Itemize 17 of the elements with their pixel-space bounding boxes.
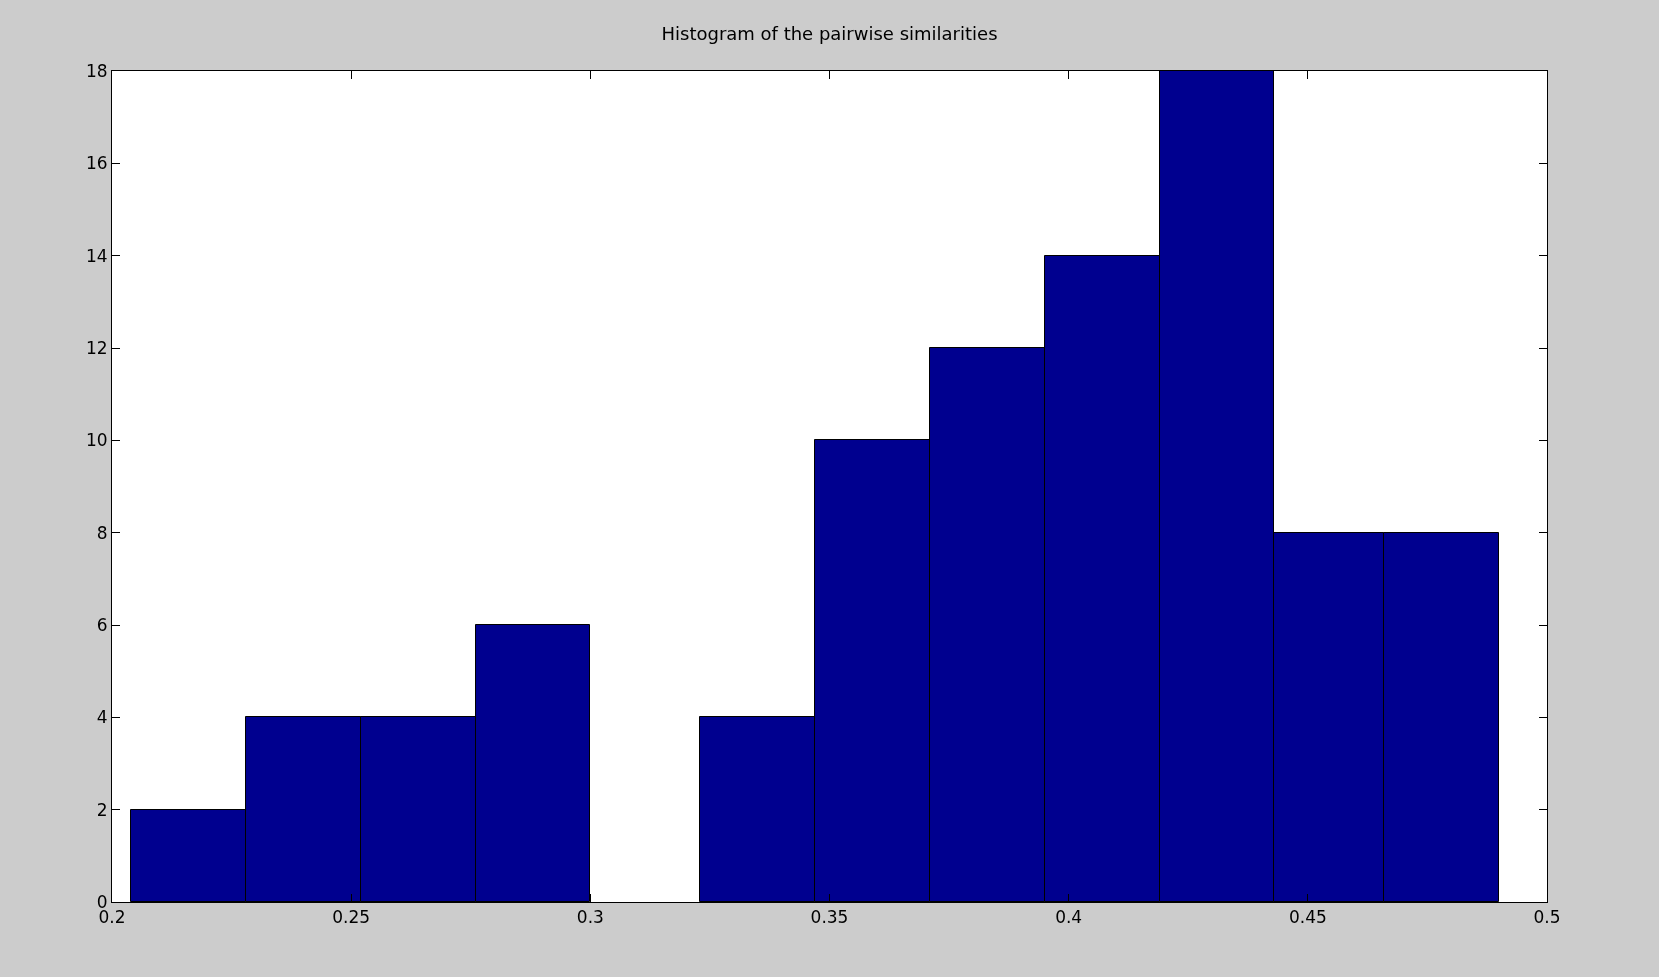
y-tick-label: 10 — [85, 430, 108, 451]
x-tick-label: 0.25 — [332, 907, 371, 928]
y-tick-label: 8 — [96, 522, 108, 543]
x-tick-label: 0.45 — [1288, 907, 1327, 928]
x-tick-label: 0.4 — [1055, 907, 1083, 928]
x-tick-label: 0.3 — [576, 907, 604, 928]
chart-title: Histogram of the pairwise similarities — [661, 23, 998, 45]
y-tick-label: 14 — [85, 245, 108, 266]
y-tick-label: 18 — [85, 60, 108, 81]
y-tick-label: 16 — [85, 153, 108, 174]
y-tick-label: 6 — [96, 614, 108, 635]
y-tick-label: 2 — [96, 799, 108, 820]
y-tick-label: 4 — [96, 707, 108, 728]
x-tick-label: 0.2 — [98, 907, 126, 928]
x-tick-label: 0.35 — [810, 907, 849, 928]
x-tick-label: 0.5 — [1533, 907, 1561, 928]
y-tick-label: 12 — [85, 337, 108, 358]
